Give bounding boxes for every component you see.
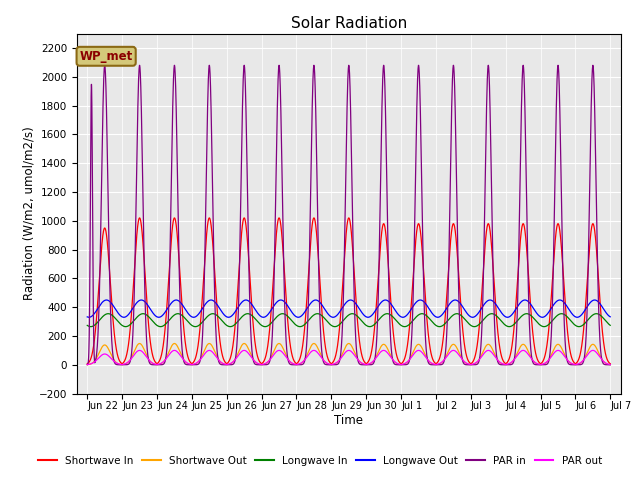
Longwave Out [330,314,337,320]
Text: WP_met: WP_met [79,50,132,63]
PAR in [606,362,614,368]
PAR out [329,361,337,367]
Shortwave In [606,361,614,367]
Shortwave Out [329,361,337,367]
Shortwave In [437,351,445,357]
Longwave Out [178,301,186,307]
PAR in [83,362,91,368]
Longwave Out [606,314,614,320]
Shortwave In [495,343,503,348]
Y-axis label: Radiation (W/m2, umol/m2/s): Radiation (W/m2, umol/m2/s) [23,127,36,300]
Longwave Out [606,313,614,319]
PAR out [606,361,614,367]
PAR out [495,359,503,365]
Line: PAR in: PAR in [87,65,610,365]
PAR in [178,337,186,343]
Longwave In [496,316,504,322]
PAR in [437,362,445,368]
Longwave In [466,322,474,327]
Line: Longwave Out: Longwave Out [87,300,610,317]
Shortwave In [606,360,614,366]
PAR out [136,348,143,353]
PAR in [606,362,614,368]
PAR in [466,362,474,368]
PAR in [496,361,504,367]
Longwave Out [466,313,474,319]
PAR in [330,362,337,368]
PAR out [437,360,445,366]
Shortwave Out [606,362,614,368]
Longwave In [606,323,614,328]
Longwave Out [102,297,110,303]
Shortwave Out [136,341,143,347]
Shortwave In [136,215,143,221]
PAR out [83,362,91,368]
Longwave In [83,323,91,328]
X-axis label: Time: Time [334,414,364,427]
Shortwave In [466,360,474,366]
Longwave In [330,324,337,329]
Shortwave In [177,294,185,300]
Longwave In [104,311,112,317]
Shortwave Out [495,359,503,365]
Shortwave Out [466,361,474,367]
Longwave Out [437,313,445,319]
Longwave In [178,312,186,318]
Shortwave Out [437,360,445,366]
Longwave In [606,322,614,328]
Line: PAR out: PAR out [87,350,610,365]
Longwave Out [85,314,93,320]
Line: Longwave In: Longwave In [87,314,610,326]
Line: Shortwave Out: Shortwave Out [87,344,610,365]
Shortwave Out [83,362,91,368]
Line: Shortwave In: Shortwave In [87,218,610,364]
PAR in [118,362,126,368]
Longwave In [87,324,95,329]
PAR out [177,354,185,360]
PAR out [466,361,474,367]
Shortwave In [83,361,91,367]
Shortwave Out [606,362,614,368]
Longwave Out [496,307,504,313]
Longwave Out [83,314,91,320]
Shortwave Out [177,352,185,358]
Title: Solar Radiation: Solar Radiation [291,16,407,31]
Shortwave In [329,359,337,365]
PAR out [606,361,614,367]
Longwave In [437,324,445,329]
PAR in [101,62,109,68]
Legend: Shortwave In, Shortwave Out, Longwave In, Longwave Out, PAR in, PAR out: Shortwave In, Shortwave Out, Longwave In… [34,452,606,470]
